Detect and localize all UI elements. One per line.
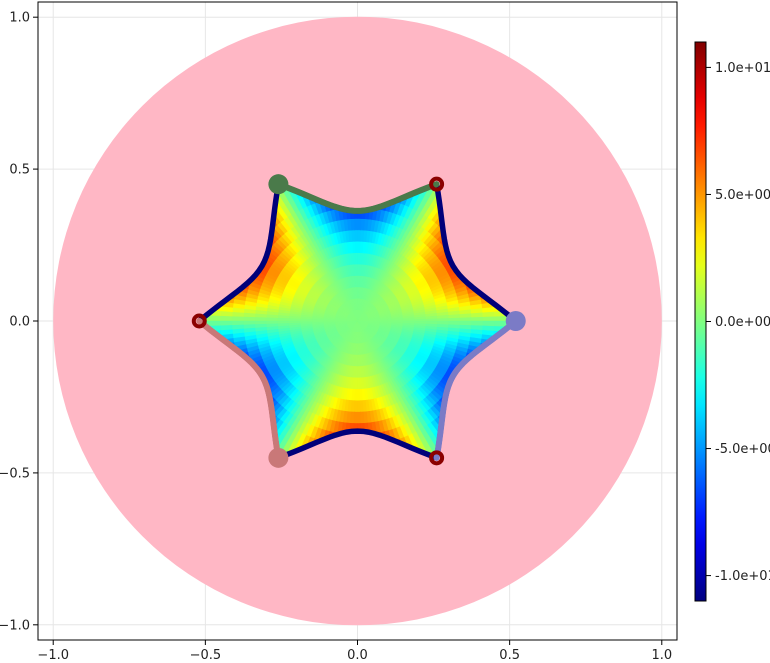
y-tick-label: 0.0 [9,315,30,330]
x-tick-label: 1.0 [651,648,672,663]
field-cell [437,320,450,325]
colorbar-gradient [694,41,707,602]
field-cell [354,377,358,390]
field-cell [265,317,278,322]
field-cell [494,320,507,327]
colorbar-tick-label: -5.0e+00 [715,442,770,457]
field-cell [357,240,361,253]
colorbar-tick-label: 5.0e+00 [715,188,770,203]
x-tick-label: 0.0 [347,648,368,663]
field-cell [357,218,362,231]
field-cell [208,320,221,327]
y-tick-label: −0.5 [0,466,30,481]
field-cell [448,320,461,325]
field-cell [357,252,361,265]
field-cell [459,320,472,326]
field-cell [482,315,495,322]
field-cell [471,324,484,331]
field-cell [220,315,233,322]
field-cell [353,400,358,413]
field-cell [414,320,427,324]
x-tick-label: −1.0 [37,648,69,663]
vertex-marker [505,311,526,331]
field-cell [402,320,415,324]
field-cell [254,317,267,322]
colorbar-tick-label: 0.0e+00 [715,315,770,330]
field-cell [482,325,495,331]
colorbar-ticks: 1.0e+01 5.0e+00 0.0e+00 -5.0e+00 -1.0e+01 [706,61,770,584]
field-cell [231,320,244,326]
y-tick-label: 1.0 [9,11,30,26]
field-cell [368,320,381,323]
field-cell [380,320,393,323]
field-cell [288,318,301,322]
field-cell [482,320,495,327]
field-cell [425,320,438,325]
field-cell [459,324,472,330]
field-cell [208,315,221,322]
field-cell [494,315,507,322]
y-tick-label: −1.0 [0,618,30,633]
field-cell [231,316,244,322]
field-cell [471,320,484,326]
colorbar: 1.0e+01 5.0e+00 0.0e+00 -5.0e+00 -1.0e+01 [694,41,770,602]
x-axis: −1.0 −0.5 0.0 0.5 1.0 [37,640,672,663]
colorbar-tick-label: -1.0e+01 [715,569,770,584]
vertex-marker [268,447,289,468]
field-cell [357,229,362,242]
x-tick-label: 0.5 [499,648,520,663]
colorbar-tick-label: 1.0e+01 [715,61,770,76]
field-cell [231,311,244,318]
field-cell [277,317,290,322]
field-cell [354,389,358,402]
field-cell [353,411,358,424]
vertex-marker [268,174,289,195]
field-cell [243,312,256,318]
field-cell [471,316,484,322]
field-cell [243,316,256,322]
y-axis: −1.0 −0.5 0.0 0.5 1.0 [0,11,38,633]
field-cell [220,311,233,317]
field-cell [220,320,233,327]
field-cell [391,320,404,323]
x-tick-label: −0.5 [190,648,222,663]
y-tick-label: 0.5 [9,163,30,178]
